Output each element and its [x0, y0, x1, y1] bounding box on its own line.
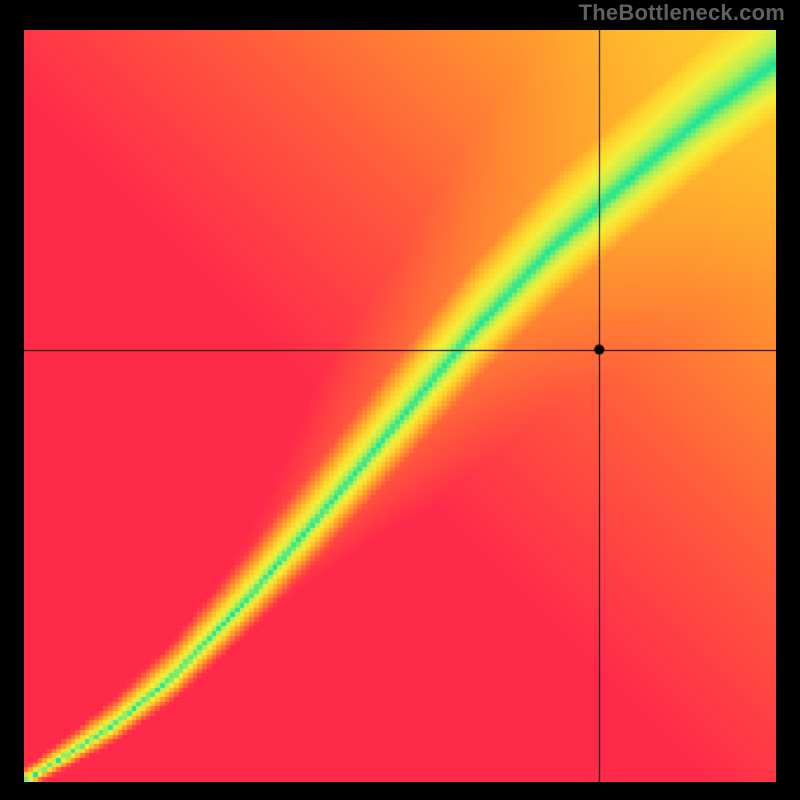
watermark-text: TheBottleneck.com [579, 0, 785, 26]
chart-frame: TheBottleneck.com [0, 0, 800, 800]
bottleneck-heatmap-canvas [24, 30, 776, 782]
